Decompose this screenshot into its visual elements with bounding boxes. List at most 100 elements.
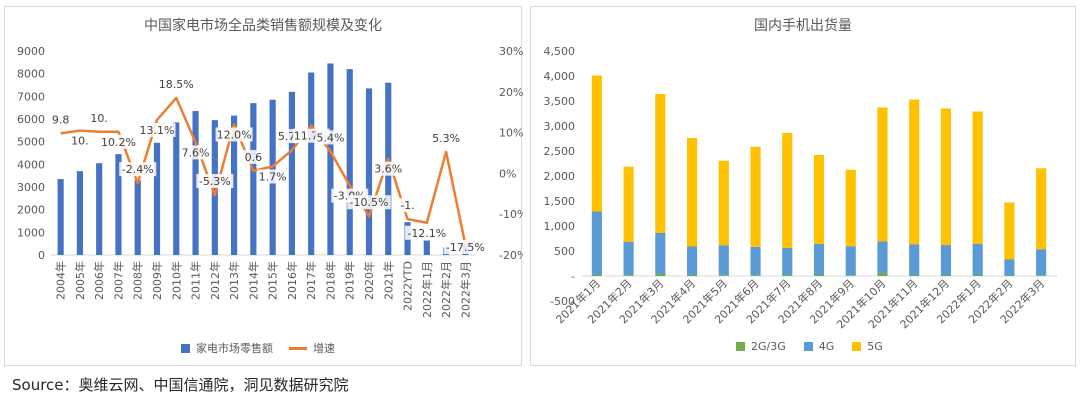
stacked-segment-5g [877, 107, 888, 242]
stacked-segment-2g-3g [782, 275, 793, 276]
y-tick: 1,500 [544, 195, 576, 208]
stacked-segment-2g-3g [845, 275, 856, 276]
stacked-segment-5g [718, 160, 729, 246]
legend-swatch-5g [852, 342, 862, 351]
stacked-segment-2g-3g [877, 273, 888, 276]
retail-bar [115, 154, 122, 255]
y-left-tick: 5000 [17, 136, 45, 149]
x-tick-label: 2014年 [246, 261, 260, 300]
growth-data-label: -1. [400, 199, 414, 212]
growth-data-label: 13.1% [140, 124, 175, 137]
retail-bar [346, 69, 353, 255]
stacked-segment-2g-3g [686, 275, 698, 276]
growth-data-label: -17.5% [446, 241, 485, 254]
stacked-segment-2g-3g [1004, 275, 1015, 276]
left-legend: 家电市场零售额 增速 [181, 340, 335, 356]
stacked-segment-2g-3g [909, 275, 920, 276]
growth-label-bg [257, 169, 288, 184]
growth-label-bg [395, 198, 420, 213]
source-note: Source：奥维云网、中国信通院，洞见数据研究院 [12, 376, 349, 394]
legend-label-2g3g: 2G/3G [751, 340, 786, 353]
stacked-segment-4g [909, 244, 920, 275]
retail-bar [231, 115, 238, 255]
stacked-segment-4g [1036, 249, 1047, 276]
growth-label-bg [315, 130, 346, 145]
x-tick-label: 2009年 [150, 261, 164, 300]
retail-bar [153, 142, 161, 255]
legend-label-4g: 4G [818, 340, 835, 353]
growth-label-bg [48, 112, 73, 127]
y-right-tick: 30% [499, 45, 523, 58]
retail-bar [250, 103, 257, 255]
y-left-tick: 1000 [17, 226, 45, 239]
retail-bar [134, 180, 141, 255]
y-tick: 500 [554, 245, 575, 258]
x-tick-label: 2016年 [285, 261, 299, 300]
y-tick: 2,000 [544, 170, 576, 183]
y-right-tick: 20% [499, 86, 523, 99]
y-left-tick: 2000 [17, 204, 45, 217]
stacked-segment-4g [718, 245, 729, 276]
growth-label-bg [180, 145, 211, 160]
stacked-segment-4g [782, 248, 793, 275]
legend-swatch-retail [181, 343, 190, 353]
x-tick-label: 2005年 [73, 261, 87, 300]
stacked-segment-2g-3g [1036, 275, 1047, 276]
stacked-segment-5g [845, 169, 856, 247]
x-tick-label: 2013年 [227, 261, 241, 300]
y-tick: -500 [550, 295, 575, 308]
legend-label-growth: 增速 [313, 342, 335, 355]
growth-data-label: 1.7% [259, 170, 287, 183]
stacked-segment-2g-3g [940, 275, 952, 276]
legend-swatch-growth [289, 346, 307, 350]
growth-label-bg [138, 122, 176, 137]
stacked-segment-4g [845, 246, 856, 276]
retail-bar [365, 88, 373, 256]
y-tick: 3,500 [544, 95, 576, 108]
y-tick: 3,000 [544, 120, 576, 133]
growth-data-label: 7.6% [182, 146, 210, 159]
right-chart-canvas: -500-5001,0001,5002,0002,5003,0003,5004,… [544, 45, 1057, 331]
growth-data-label: 0.6 [245, 151, 263, 164]
stacked-segment-4g [750, 246, 761, 276]
x-tick-label: 2022年2月 [439, 261, 453, 318]
growth-data-label: -12.1% [407, 227, 446, 240]
left-chart-panel: 中国家电市场全品类销售额规模及变化 0 1000 2000 3000 4000 5000 6… [4, 6, 523, 366]
stacked-segment-5g [750, 146, 761, 247]
stacked-segment-5g [940, 108, 952, 245]
right-chart-panel: 国内手机出货量 -500-500 1,000 1,500 2,000 2,500 3,00… [530, 6, 1076, 366]
growth-label-bg [373, 161, 404, 176]
right-chart-title: 国内手机出货量 [754, 18, 852, 34]
stacked-segment-2g-3g [972, 275, 983, 276]
growth-data-label: -5.3% [199, 175, 231, 188]
x-tick-label: 2012年 [208, 261, 222, 300]
stacked-segment-5g [1036, 168, 1047, 250]
growth-data-label: 18.5% [159, 78, 194, 91]
retail-bar [96, 163, 103, 255]
x-tick-label: 2010年 [169, 261, 183, 300]
y-right-tick: -20% [499, 249, 523, 262]
growth-label-bg [347, 195, 391, 210]
stacked-segment-2g-3g [750, 275, 761, 276]
stacked-segment-4g [591, 211, 602, 275]
stacked-segment-4g [1004, 259, 1015, 276]
y-left-tick: 0 [38, 249, 45, 262]
growth-label-bg [99, 134, 137, 149]
legend-swatch-2g3g [736, 342, 745, 351]
y-right-tick: 10% [499, 127, 523, 140]
x-tick-label: 2021年 [381, 261, 395, 300]
growth-label-bg [68, 133, 92, 148]
retail-bar [308, 72, 315, 256]
stacked-segment-4g [940, 245, 952, 275]
stacked-segment-5g [591, 75, 602, 212]
legend-label-5g: 5G [867, 340, 883, 353]
growth-data-label: 10.2% [101, 136, 136, 149]
y-tick: 4,000 [544, 70, 576, 83]
left-chart-canvas: 0 1000 2000 3000 4000 5000 6000 7000 8000 9000 30%… [17, 45, 523, 318]
growth-label-bg [430, 130, 462, 145]
x-tick-label: 2004年 [54, 261, 68, 300]
growth-data-label: -10.5% [350, 196, 389, 209]
growth-label-bg [87, 110, 112, 125]
y-left-tick: 4000 [17, 158, 45, 171]
stacked-segment-4g [813, 244, 825, 275]
